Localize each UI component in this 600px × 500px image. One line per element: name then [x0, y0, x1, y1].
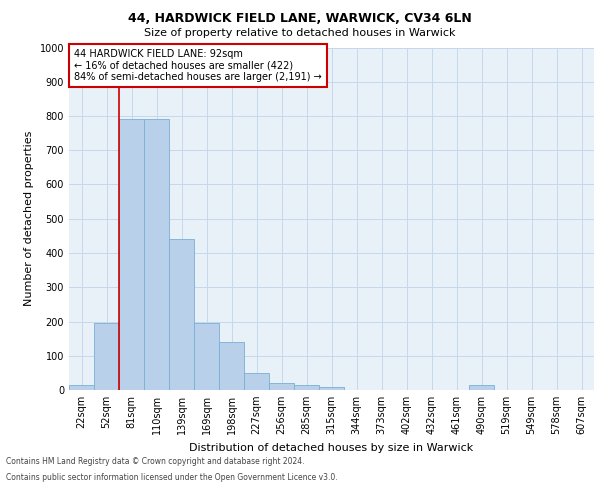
Bar [469, 385, 494, 390]
Bar [244, 373, 269, 390]
Bar [319, 386, 344, 390]
Bar [94, 323, 119, 390]
Bar [144, 120, 169, 390]
Text: Contains HM Land Registry data © Crown copyright and database right 2024.: Contains HM Land Registry data © Crown c… [6, 458, 305, 466]
Bar [169, 240, 194, 390]
Text: 44 HARDWICK FIELD LANE: 92sqm
← 16% of detached houses are smaller (422)
84% of : 44 HARDWICK FIELD LANE: 92sqm ← 16% of d… [74, 49, 322, 82]
Text: 44, HARDWICK FIELD LANE, WARWICK, CV34 6LN: 44, HARDWICK FIELD LANE, WARWICK, CV34 6… [128, 12, 472, 26]
Bar [219, 342, 244, 390]
Bar [69, 385, 94, 390]
Y-axis label: Number of detached properties: Number of detached properties [24, 131, 34, 306]
Bar [119, 120, 144, 390]
Bar [294, 385, 319, 390]
Bar [194, 323, 219, 390]
X-axis label: Distribution of detached houses by size in Warwick: Distribution of detached houses by size … [190, 442, 473, 452]
Bar [269, 383, 294, 390]
Text: Size of property relative to detached houses in Warwick: Size of property relative to detached ho… [144, 28, 456, 38]
Text: Contains public sector information licensed under the Open Government Licence v3: Contains public sector information licen… [6, 472, 338, 482]
